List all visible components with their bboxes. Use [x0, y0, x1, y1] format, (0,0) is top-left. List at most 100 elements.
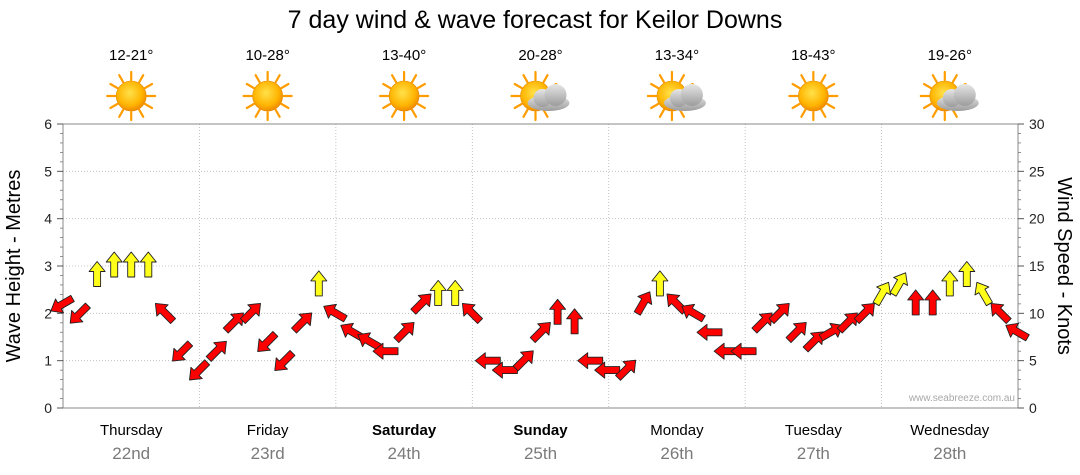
right-tick-label: 20: [1029, 211, 1045, 227]
temperature-range: 18-43°: [791, 47, 835, 64]
wind-arrow: [461, 302, 484, 325]
wind-arrow: [105, 251, 123, 278]
wind-arrow: [768, 302, 790, 325]
cloud-icon: [663, 84, 706, 111]
wind-arrow: [172, 340, 194, 362]
wind-arrow: [139, 251, 157, 278]
wind-arrow: [615, 359, 637, 381]
wind-arrow: [751, 312, 773, 334]
wind-arrow: [222, 312, 244, 334]
wind-arrow: [785, 321, 807, 344]
day-name: Wednesday: [910, 422, 989, 439]
wind-arrow: [941, 270, 959, 297]
day-date: 24th: [388, 444, 421, 463]
wind-arrow: [410, 293, 432, 315]
wind-arrow: [872, 281, 891, 307]
grid-lines: [63, 124, 1018, 408]
wind-arrow: [802, 331, 824, 353]
right-tick-label: 15: [1029, 258, 1045, 274]
day-date: 23rd: [251, 444, 285, 463]
wind-arrow: [512, 350, 534, 372]
right-tick-label: 5: [1029, 353, 1037, 369]
cloud-icon: [936, 84, 979, 111]
wind-arrow: [88, 261, 106, 287]
temperature-range: 12-21°: [109, 47, 153, 64]
day-name: Saturday: [372, 422, 437, 439]
wind-arrow: [974, 281, 993, 307]
wind-arrow: [594, 361, 621, 379]
wind-arrow: [274, 349, 296, 372]
sun-icon: [106, 70, 157, 122]
wind-arrow: [730, 342, 757, 360]
wind-arrow: [958, 261, 976, 287]
wind-arrow: [393, 321, 415, 344]
right-tick-label: 25: [1029, 163, 1045, 179]
wind-arrow: [189, 359, 211, 381]
temperature-range: 13-34°: [655, 47, 699, 64]
temperature-range: 20-28°: [518, 47, 562, 64]
day-date: 22nd: [112, 444, 150, 463]
left-tick-label: 2: [44, 305, 52, 321]
wind-arrow: [372, 342, 399, 360]
wind-arrows: [50, 251, 1030, 381]
temperature-range: 10-28°: [245, 47, 289, 64]
day-labels: Thursday 22nd Friday 23rd Saturday 24th Sunday…: [100, 422, 990, 463]
day-name: Thursday: [100, 422, 163, 439]
wind-arrow: [69, 302, 91, 324]
wind-arrow: [257, 330, 279, 353]
left-tick-label: 5: [44, 163, 52, 179]
y-axis-left-label: Wave Height - Metres: [3, 170, 25, 363]
wind-arrow: [239, 302, 261, 325]
wind-arrow: [1005, 322, 1030, 342]
wind-arrow: [924, 289, 942, 316]
partly-cloudy-icon: [510, 70, 570, 122]
wind-arrow: [549, 298, 567, 325]
left-tick-label: 1: [44, 353, 52, 369]
wind-arrow: [818, 322, 843, 342]
wind-arrow: [122, 251, 140, 278]
day-date: 27th: [797, 444, 830, 463]
wind-arrow: [681, 303, 706, 323]
temperature-range: 13-40°: [382, 47, 426, 64]
wind-arrow: [154, 302, 177, 325]
partly-cloudy-icon: [919, 70, 979, 122]
weather-row: 12-21° 10-28° 13-40° 20-28° 13-34° 18-43° 19-2…: [106, 47, 979, 122]
left-axis-ticks: 0 1 2 3 4 5 6: [44, 116, 63, 416]
sun-icon: [242, 70, 293, 122]
cloud-icon: [527, 84, 570, 111]
day-date: 26th: [660, 444, 693, 463]
day-name: Friday: [247, 422, 289, 439]
temperature-range: 19-26°: [928, 47, 972, 64]
wind-arrow: [566, 308, 584, 335]
sun-icon: [788, 70, 839, 122]
day-name: Sunday: [513, 422, 568, 439]
left-tick-label: 6: [44, 116, 52, 132]
left-tick-label: 3: [44, 258, 52, 274]
wind-arrow: [474, 352, 501, 370]
right-tick-label: 30: [1029, 116, 1045, 132]
right-tick-label: 10: [1029, 305, 1045, 321]
day-name: Tuesday: [785, 422, 842, 439]
wind-arrow: [205, 340, 227, 362]
day-name: Monday: [650, 422, 704, 439]
wind-arrow: [577, 352, 604, 370]
left-tick-label: 0: [44, 400, 52, 416]
wind-arrow: [429, 279, 447, 306]
day-date: 25th: [524, 444, 557, 463]
wind-arrow: [889, 272, 908, 297]
wind-arrow: [853, 302, 875, 325]
wind-arrow: [446, 279, 464, 306]
wind-arrow: [291, 312, 313, 334]
wind-arrow: [651, 270, 669, 297]
partly-cloudy-icon: [646, 70, 706, 122]
wind-arrow: [633, 291, 653, 316]
day-date: 28th: [933, 444, 966, 463]
wind-arrow: [529, 321, 551, 344]
chart-title: 7 day wind & wave forecast for Keilor Do…: [288, 6, 783, 34]
right-tick-label: 0: [1029, 400, 1037, 416]
wind-arrow: [310, 270, 328, 297]
wind-arrow: [836, 312, 858, 334]
left-tick-label: 4: [44, 211, 52, 227]
sun-icon: [378, 70, 430, 122]
wind-arrow: [907, 289, 925, 316]
